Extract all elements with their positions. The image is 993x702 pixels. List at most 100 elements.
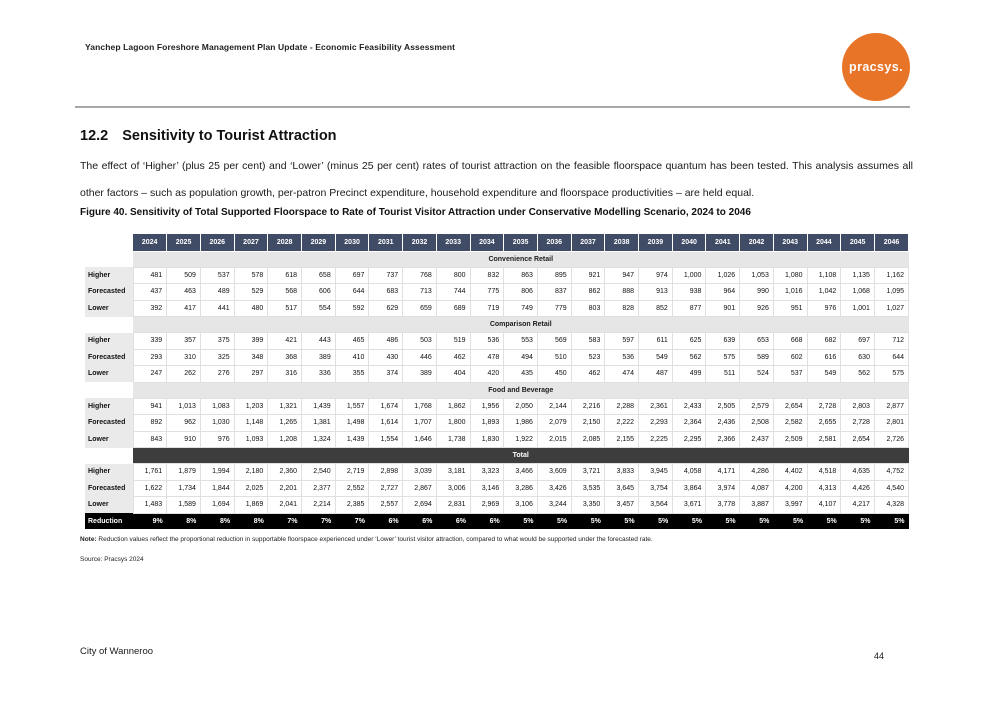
header-divider [75,106,910,108]
value-cell: 417 [166,299,201,317]
value-cell: 3,778 [705,496,741,514]
value-cell: 3,286 [503,479,538,497]
table-row: Forecasted 437 463 489 529 568 606 644 683 713 744… [85,283,910,301]
value-cell: 737 [368,266,404,284]
value-cell: 339 [132,332,168,350]
value-cell: 592 [334,299,370,317]
value-cell: 2,969 [469,496,505,514]
year-header-cell: 2026 [200,234,235,252]
value-cell: 2,540 [301,463,336,481]
reduction-cell: 6% [436,513,471,529]
value-cell: 877 [671,299,707,317]
pracsys-logo-text: pracsys. [849,60,903,74]
value-cell: 4,286 [739,463,774,481]
figure-note-text: Reduction values reflect the proportiona… [96,536,653,543]
year-header-cell: 2037 [571,234,606,252]
value-cell: 964 [705,283,741,301]
value-cell: 2,727 [368,479,404,497]
value-cell: 1,135 [840,266,875,284]
value-cell: 712 [873,332,910,350]
value-cell: 1,498 [334,414,370,432]
value-cell: 443 [301,332,336,350]
value-cell: 441 [199,299,235,317]
value-cell: 1,439 [334,430,370,448]
row-label: Forecasted [85,414,133,431]
value-cell: 511 [705,365,741,383]
value-cell: 1,030 [199,414,235,432]
row-label: Lower [85,300,133,317]
reduction-cell: 5% [604,513,639,529]
section-band-label: Convenience Retail [133,251,909,267]
value-cell: 536 [604,348,640,366]
value-cell: 1,674 [368,397,404,415]
value-cell: 3,754 [638,479,673,497]
value-cell: 639 [705,332,741,350]
row-label: Lower [85,431,133,448]
value-cell: 2,041 [267,496,303,514]
value-cell: 926 [739,299,774,317]
value-cell: 553 [503,332,538,350]
value-cell: 2,581 [806,430,842,448]
value-cell: 247 [132,365,168,383]
value-cell: 480 [233,299,269,317]
value-cell: 583 [570,332,606,350]
value-cell: 357 [166,332,201,350]
value-cell: 2,867 [402,479,437,497]
value-cell: 2,877 [873,397,910,415]
section-heading: 12.2 Sensitivity to Tourist Attraction [80,128,337,144]
value-cell: 1,844 [199,479,235,497]
value-cell: 2,216 [570,397,606,415]
value-cell: 462 [570,365,606,383]
row-label: Higher [85,398,133,415]
value-cell: 2,437 [739,430,774,448]
table-row: Higher 941 1,013 1,083 1,203 1,321 1,439 1,557 1… [85,397,910,415]
value-cell: 606 [301,283,336,301]
value-cell: 1,068 [840,283,875,301]
value-cell: 2,509 [772,430,808,448]
value-cell: 2,385 [334,496,370,514]
value-cell: 1,001 [840,299,875,317]
value-cell: 2,079 [536,414,572,432]
value-cell: 489 [199,283,235,301]
value-cell: 2,654 [772,397,808,415]
value-cell: 779 [536,299,572,317]
value-cell: 2,719 [334,463,370,481]
value-cell: 549 [806,365,842,383]
value-cell: 1,614 [368,414,404,432]
row-label: Higher [85,332,133,349]
value-cell: 3,945 [638,463,673,481]
value-cell: 310 [166,348,201,366]
row-label: Forecasted [85,480,133,497]
value-cell: 2,557 [368,496,404,514]
row-label: Higher [85,267,133,284]
year-header-cell: 2036 [537,234,572,252]
value-cell: 800 [435,266,471,284]
value-cell: 4,518 [806,463,842,481]
value-cell: 2,150 [570,414,606,432]
value-cell: 524 [739,365,774,383]
row-label: Lower [85,365,133,382]
value-cell: 1,053 [739,266,774,284]
value-cell: 3,721 [570,463,606,481]
table-row: Lower 1,483 1,589 1,694 1,869 2,041 2,214 2,385… [85,496,910,514]
value-cell: 895 [536,266,572,284]
value-cell: 951 [772,299,808,317]
corner-cell [85,316,133,333]
value-cell: 3,564 [638,496,673,514]
value-cell: 463 [166,283,201,301]
value-cell: 1,554 [368,430,404,448]
value-cell: 3,457 [604,496,640,514]
value-cell: 4,058 [671,463,707,481]
value-cell: 2,803 [840,397,875,415]
reduction-cell: 5% [537,513,572,529]
section-title: Sensitivity to Tourist Attraction [122,128,337,144]
value-cell: 1,893 [469,414,505,432]
value-cell: 3,974 [705,479,741,497]
value-cell: 276 [199,365,235,383]
value-cell: 862 [570,283,606,301]
value-cell: 293 [132,348,168,366]
value-cell: 938 [671,283,707,301]
value-cell: 2,180 [233,463,269,481]
value-cell: 4,752 [873,463,910,481]
